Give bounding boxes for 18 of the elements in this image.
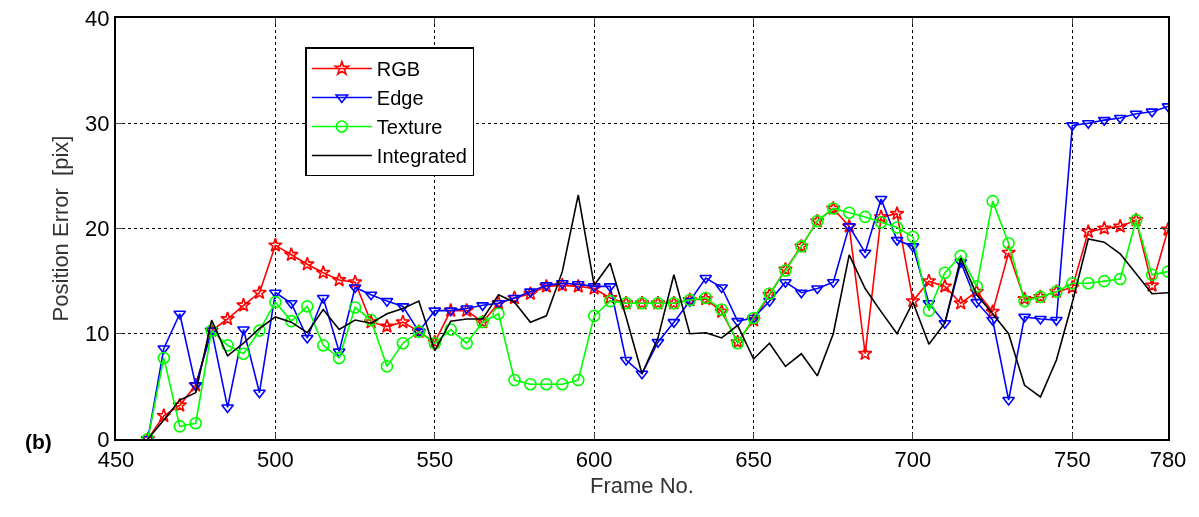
legend-label: RGB bbox=[376, 58, 421, 81]
y-tick-label: 40 bbox=[85, 5, 110, 31]
y-axis-title: Position Error [pix] bbox=[48, 135, 74, 322]
legend-label: Edge bbox=[376, 87, 424, 110]
legend-label: Texture bbox=[376, 116, 443, 139]
x-tick-label: 600 bbox=[575, 447, 613, 473]
y-tick-label: 20 bbox=[85, 216, 110, 242]
x-tick-label: 750 bbox=[1054, 447, 1091, 473]
y-tick-label: 10 bbox=[85, 321, 110, 347]
x-tick-label: 700 bbox=[894, 447, 932, 473]
y-tick-label: 30 bbox=[85, 110, 110, 136]
x-tick-label: 500 bbox=[257, 447, 294, 473]
legend-label: Integrated bbox=[376, 145, 467, 168]
x-tick-label: 550 bbox=[416, 447, 454, 473]
x-tick-label: 650 bbox=[735, 447, 772, 473]
text: (b) bbox=[25, 430, 52, 453]
x-tick-label: 780 bbox=[1149, 447, 1187, 473]
x-axis-title: Frame No. bbox=[590, 472, 694, 498]
